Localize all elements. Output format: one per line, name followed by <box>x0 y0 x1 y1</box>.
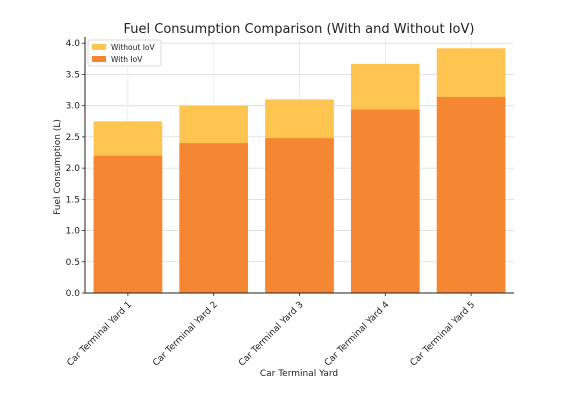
y-tick-label: 1.0 <box>66 227 81 237</box>
y-tick-label: 2.0 <box>66 164 81 174</box>
legend-label: Without IoV <box>111 43 155 52</box>
y-axis-label: Fuel Consumption (L) <box>53 119 63 215</box>
legend: Without IoV With IoV <box>87 39 162 67</box>
x-axis-label: Car Terminal Yard <box>260 369 338 379</box>
x-tick-label: Car Terminal Yard 2 <box>151 300 220 369</box>
x-tick-label: Car Terminal Yard 3 <box>237 300 306 369</box>
x-tick-label: Car Terminal Yard 5 <box>409 300 478 369</box>
bar-with-iov <box>436 96 506 293</box>
x-tick-label: Car Terminal Yard 1 <box>66 300 135 369</box>
y-tick-label: 3.0 <box>66 102 81 112</box>
y-tick-label: 4.0 <box>66 39 81 49</box>
legend-swatch <box>92 44 106 50</box>
bar-with-iov <box>265 138 334 293</box>
legend-box <box>87 39 162 67</box>
y-tick-label: 2.5 <box>66 133 80 143</box>
bar-with-iov <box>179 143 249 293</box>
x-ticks: Car Terminal Yard 1 Car Terminal Yard 2 Ca… <box>66 293 478 369</box>
bar-with-iov <box>350 109 420 294</box>
y-tick-label: 0.5 <box>66 258 80 268</box>
bar-with-iov <box>93 155 163 293</box>
x-tick-label: Car Terminal Yard 4 <box>323 300 392 369</box>
bars <box>93 48 506 294</box>
y-tick-label: 1.5 <box>66 195 80 205</box>
y-tick-label: 0.0 <box>66 289 81 299</box>
chart-title: Fuel Consumption Comparison (With and Wi… <box>124 22 475 37</box>
legend-label: With IoV <box>111 55 143 64</box>
legend-swatch <box>92 56 106 62</box>
y-tick-label: 3.5 <box>66 70 80 80</box>
y-ticks: 0.0 0.5 1.0 1.5 2.0 2.5 3.0 3.5 4.0 <box>66 39 85 299</box>
